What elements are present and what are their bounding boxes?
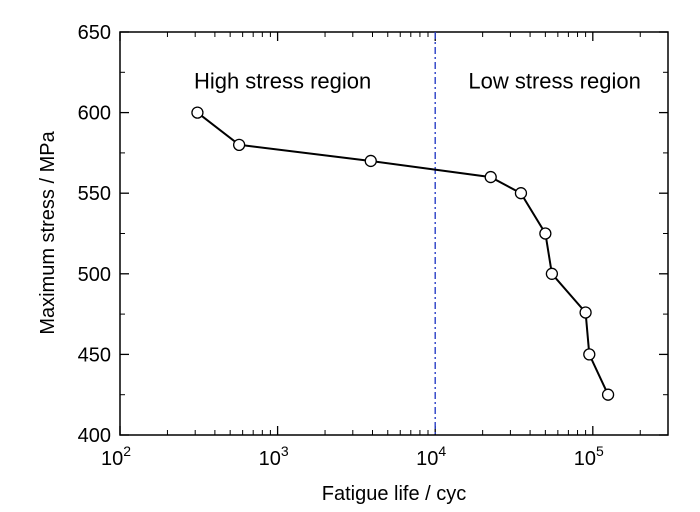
x-tick-labels: 102 103 104 105 xyxy=(101,443,604,470)
x-tick-label: 102 xyxy=(101,443,131,470)
y-tick-label: 600 xyxy=(78,103,111,125)
x-tick-base: 10 xyxy=(574,448,596,470)
data-point xyxy=(545,267,559,280)
y-tick-label: 450 xyxy=(78,344,111,366)
x-tick-exponent: 2 xyxy=(123,443,131,459)
data-point xyxy=(583,348,596,361)
series-layer xyxy=(191,106,615,401)
axis-ticks xyxy=(119,31,669,436)
x-tick-label: 105 xyxy=(574,443,604,470)
data-point xyxy=(364,154,377,168)
data-point xyxy=(539,227,552,240)
annotation-low-stress: Low stress region xyxy=(468,68,640,93)
x-tick-base: 10 xyxy=(259,448,281,470)
y-axis-title: Maximum stress / MPa xyxy=(37,130,59,334)
y-tick-label: 500 xyxy=(78,264,111,286)
y-tick-label: 550 xyxy=(78,183,111,205)
x-tick-exponent: 3 xyxy=(281,443,289,459)
x-tick-exponent: 4 xyxy=(438,443,446,459)
annotations: High stress region Low stress region xyxy=(194,68,641,93)
x-tick-exponent: 5 xyxy=(596,443,604,459)
data-point xyxy=(484,170,497,184)
data-point xyxy=(232,138,246,151)
data-point xyxy=(601,388,615,401)
x-tick-label: 104 xyxy=(416,443,446,470)
series-line xyxy=(196,111,610,396)
y-tick-label: 650 xyxy=(78,22,111,44)
x-axis-title: Fatigue life / cyc xyxy=(322,483,467,505)
x-tick-label: 103 xyxy=(259,443,289,470)
x-tick-base: 10 xyxy=(101,448,123,470)
x-tick-base: 10 xyxy=(416,448,438,470)
y-tick-labels: 400 450 500 550 600 650 xyxy=(78,22,111,447)
y-tick-label: 400 xyxy=(78,425,111,447)
data-point xyxy=(191,106,204,119)
data-point xyxy=(579,306,592,319)
data-point xyxy=(514,187,528,200)
annotation-high-stress: High stress region xyxy=(194,68,371,93)
